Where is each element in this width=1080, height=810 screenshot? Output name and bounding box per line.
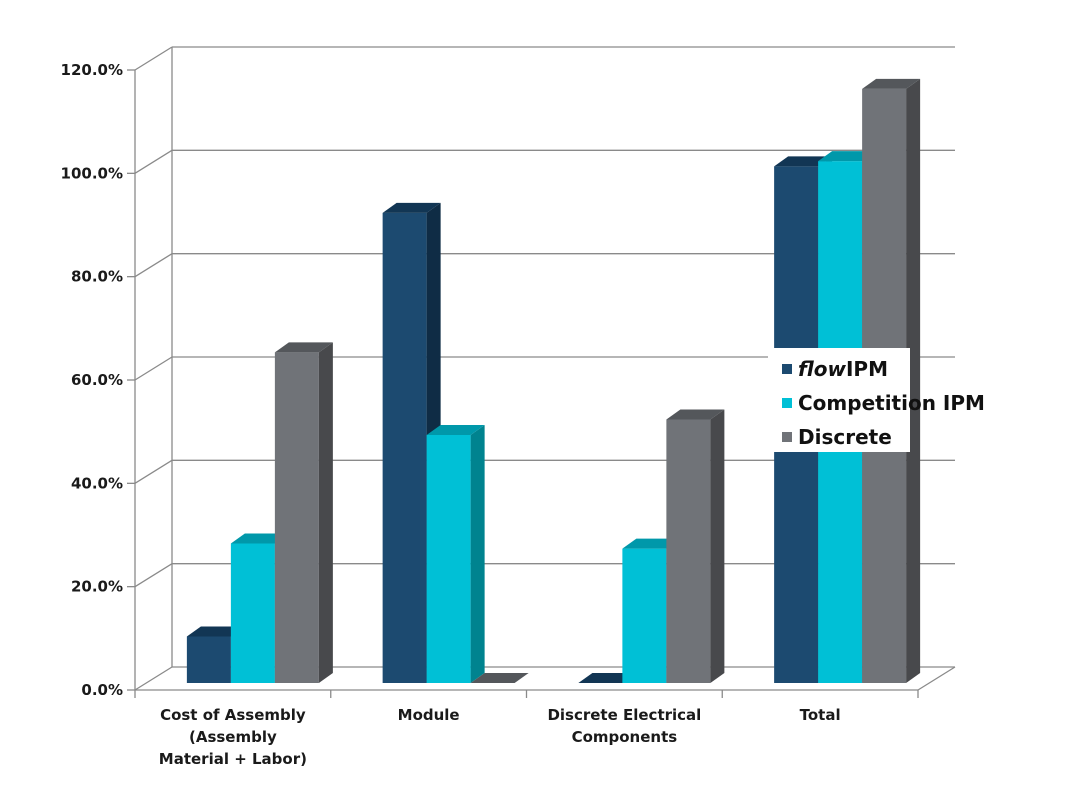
gridline-side xyxy=(134,563,173,588)
legend-item-discrete: Discrete xyxy=(768,420,910,454)
legend-label-flowipm: flowIPM xyxy=(798,357,888,381)
gridline-side xyxy=(134,356,173,381)
legend: flowIPM Competition IPM Discrete xyxy=(768,348,985,454)
y-tick-label: 40.0% xyxy=(71,474,123,492)
x-category-label: Total xyxy=(800,706,841,724)
y-tick-label: 120.0% xyxy=(61,61,123,79)
gridline-side xyxy=(134,149,173,174)
x-category-label: Components xyxy=(572,728,678,746)
legend-swatch-discrete xyxy=(782,432,792,442)
gridline-side xyxy=(134,459,173,484)
y-tick-label: 100.0% xyxy=(61,164,123,182)
x-category-label: Cost of Assembly xyxy=(160,706,306,724)
legend-label-competition-ipm: Competition IPM xyxy=(798,391,985,415)
legend-item-competition-ipm: Competition IPM xyxy=(768,386,985,420)
y-tick-label: 20.0% xyxy=(71,578,123,596)
legend-label-discrete: Discrete xyxy=(798,425,892,449)
legend-swatch-flowipm xyxy=(782,364,792,374)
y-tick-label: 60.0% xyxy=(71,371,123,389)
x-category-label: (Assembly xyxy=(189,728,277,746)
gridline-side xyxy=(134,666,173,691)
bar-discrete-2 xyxy=(666,409,725,683)
bar-discrete-1 xyxy=(470,673,529,683)
bar-competition-ipm-1 xyxy=(426,425,485,683)
legend-item-flowipm: flowIPM xyxy=(768,352,910,386)
bar-ipm-2 xyxy=(578,673,637,683)
gridline-side xyxy=(134,253,173,278)
y-tick-label: 80.0% xyxy=(71,268,123,286)
floor-edge xyxy=(917,666,956,691)
x-category-label: Discrete Electrical xyxy=(547,706,701,724)
bar-discrete-0 xyxy=(274,342,333,683)
x-category-label: Material + Labor) xyxy=(159,750,307,768)
gridline-side xyxy=(134,46,173,71)
y-tick-label: 0.0% xyxy=(81,681,123,699)
legend-swatch-competition-ipm xyxy=(782,398,792,408)
x-category-label: Module xyxy=(398,706,460,724)
